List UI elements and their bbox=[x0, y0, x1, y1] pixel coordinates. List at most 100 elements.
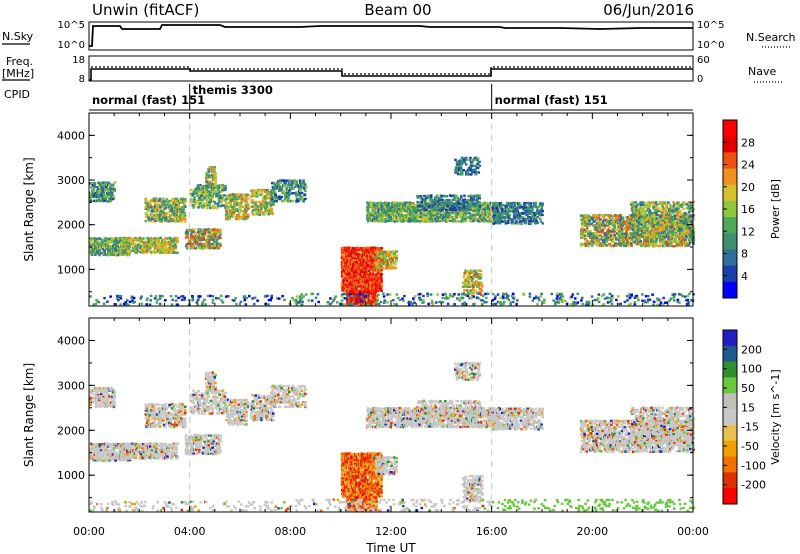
data-cell bbox=[300, 191, 304, 195]
data-cell bbox=[422, 210, 426, 213]
data-cell bbox=[212, 230, 216, 234]
data-cell bbox=[592, 242, 596, 245]
data-cell bbox=[171, 240, 175, 244]
data-cell bbox=[275, 199, 278, 203]
data-cell bbox=[159, 213, 163, 216]
data-cell bbox=[371, 206, 375, 209]
data-cell bbox=[476, 275, 479, 279]
data-cell bbox=[207, 170, 210, 173]
data-cell bbox=[240, 209, 243, 213]
data-cell bbox=[196, 186, 200, 189]
data-cell bbox=[423, 198, 427, 201]
data-cell bbox=[224, 188, 227, 191]
data-cell bbox=[155, 197, 159, 201]
data-cell bbox=[194, 232, 198, 236]
data-cell bbox=[422, 202, 425, 205]
data-cell bbox=[377, 248, 380, 252]
data-cell bbox=[369, 204, 373, 207]
data-cell bbox=[216, 228, 220, 232]
data-cell bbox=[611, 224, 614, 227]
data-cell bbox=[99, 193, 102, 197]
data-cell bbox=[128, 245, 132, 249]
data-cell bbox=[217, 184, 221, 187]
data-cell bbox=[389, 262, 393, 266]
data-cell bbox=[490, 218, 493, 221]
data-cell bbox=[487, 202, 491, 205]
data-cell bbox=[449, 208, 452, 212]
data-cell bbox=[494, 208, 498, 211]
data-cell bbox=[147, 210, 150, 213]
data-cell bbox=[430, 201, 434, 204]
data-cell bbox=[381, 208, 384, 211]
data-cell bbox=[346, 270, 349, 274]
data-cell bbox=[342, 257, 345, 260]
data-cell bbox=[615, 220, 618, 223]
data-cell bbox=[113, 181, 117, 184]
data-cell bbox=[461, 199, 465, 202]
data-cell bbox=[376, 284, 379, 288]
data-cell bbox=[97, 196, 101, 199]
data-cell bbox=[473, 213, 477, 217]
data-cell bbox=[155, 209, 158, 213]
data-cell bbox=[355, 265, 359, 268]
data-cell bbox=[433, 219, 436, 223]
data-cell bbox=[397, 204, 401, 207]
data-cell bbox=[245, 193, 248, 196]
data-cell bbox=[494, 221, 498, 225]
data-cell bbox=[440, 195, 444, 198]
data-cell bbox=[367, 294, 371, 298]
data-cell bbox=[186, 232, 190, 236]
data-cell bbox=[615, 232, 619, 235]
data-cell bbox=[395, 215, 399, 218]
data-cell bbox=[167, 215, 170, 219]
data-cell bbox=[395, 256, 399, 260]
data-cell bbox=[258, 211, 262, 215]
data-cell bbox=[408, 209, 412, 213]
data-cell bbox=[424, 214, 428, 217]
data-cell bbox=[229, 199, 232, 202]
data-cell bbox=[220, 200, 223, 204]
data-cell bbox=[388, 252, 392, 256]
data-cell bbox=[185, 247, 189, 250]
data-cell bbox=[385, 207, 388, 211]
data-cell bbox=[268, 195, 272, 198]
data-cell bbox=[363, 259, 367, 262]
data-cell bbox=[529, 221, 533, 225]
data-cell bbox=[386, 205, 389, 209]
data-cell bbox=[136, 245, 140, 248]
data-cell bbox=[407, 207, 410, 210]
data-cell bbox=[366, 264, 370, 268]
data-cell bbox=[162, 238, 165, 242]
data-cell bbox=[451, 210, 455, 213]
data-cell bbox=[413, 207, 416, 211]
nave-label: Nave bbox=[748, 65, 776, 78]
data-cell bbox=[224, 184, 227, 188]
data-cell bbox=[374, 266, 377, 270]
data-cell bbox=[215, 184, 219, 188]
data-cell bbox=[90, 186, 94, 189]
data-cell bbox=[97, 245, 101, 249]
data-cell bbox=[472, 205, 476, 208]
data-cell bbox=[434, 213, 437, 216]
data-cell bbox=[93, 249, 96, 253]
data-cell bbox=[212, 172, 215, 175]
data-cell bbox=[605, 219, 608, 223]
data-cell bbox=[209, 198, 213, 201]
data-cell bbox=[217, 192, 221, 196]
data-cell bbox=[480, 218, 484, 221]
data-cell bbox=[435, 206, 439, 210]
data-cell bbox=[89, 243, 92, 247]
data-cell bbox=[214, 172, 217, 175]
data-cell bbox=[107, 181, 111, 185]
data-cell bbox=[354, 282, 358, 286]
data-cell bbox=[442, 219, 445, 222]
data-cell bbox=[500, 207, 504, 211]
data-cell bbox=[354, 254, 358, 257]
data-cell bbox=[424, 208, 428, 211]
data-cell bbox=[613, 236, 617, 239]
data-cell bbox=[409, 206, 413, 209]
data-cell bbox=[99, 195, 102, 198]
data-cell bbox=[385, 215, 389, 219]
data-cell bbox=[505, 216, 508, 219]
data-cell bbox=[183, 203, 186, 207]
